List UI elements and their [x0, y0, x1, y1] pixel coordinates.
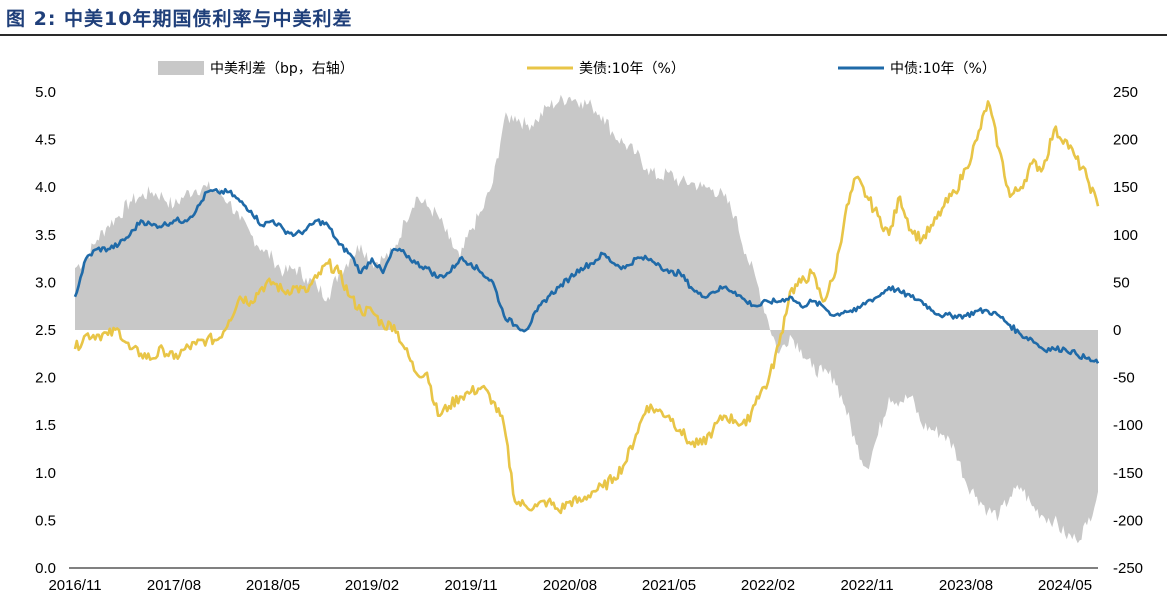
x-axis: 2016/11 2017/08 2018/05 2019/02 2019/11 2020/…: [48, 567, 1098, 594]
series-area-spread: [75, 94, 1098, 544]
y-right-tick-label: 0: [1113, 322, 1121, 339]
y-right-tick-label: 250: [1113, 84, 1138, 101]
y-right-tick-label: 50: [1113, 274, 1130, 291]
x-tick-label: 2019/11: [444, 577, 497, 594]
y-right-tick-label: -100: [1113, 417, 1143, 434]
y-right-tick-label: 100: [1113, 227, 1138, 244]
y-right-tick-label: -150: [1113, 465, 1143, 482]
line-series-group: [73, 100, 1100, 515]
title-divider: [0, 34, 1167, 36]
y-right-tick-label: -50: [1113, 370, 1135, 387]
legend-label-cn10y: 中债:10年（%）: [890, 61, 996, 77]
series-line-cn10y: [73, 187, 1100, 364]
y-left-tick-label: 4.0: [35, 179, 56, 196]
y-left-tick-label: 1.5: [35, 417, 56, 434]
y-axis-right: -250 -200 -150 -100 -50 0 50 100 150 200 250: [1113, 84, 1143, 577]
y-axis-left: 0.0 0.5 1.0 1.5 2.0 2.5 3.0 3.5 4.0 4.5 5.0: [35, 84, 56, 577]
y-right-tick-label: 150: [1113, 179, 1138, 196]
series-line-us10y: [73, 100, 1100, 515]
x-tick-label: 2021/05: [642, 577, 696, 594]
y-right-tick-label: 200: [1113, 132, 1138, 149]
y-left-tick-label: 0.0: [35, 560, 56, 577]
y-left-tick-label: 4.5: [35, 132, 56, 149]
x-tick-label: 2024/05: [1038, 577, 1092, 594]
x-tick-label: 2019/02: [345, 577, 399, 594]
legend-label-spread: 中美利差（bp，右轴）: [210, 61, 354, 77]
y-right-tick-label: -200: [1113, 512, 1143, 529]
y-left-tick-label: 2.5: [35, 322, 56, 339]
spread-area-group: [75, 94, 1098, 544]
legend: 中美利差（bp，右轴） 美债:10年（%） 中债:10年（%）: [158, 61, 996, 77]
x-tick-label: 2017/08: [147, 577, 201, 594]
x-tick-label: 2020/08: [543, 577, 597, 594]
legend-label-us10y: 美债:10年（%）: [579, 61, 685, 77]
x-tick-label: 2016/11: [48, 577, 101, 594]
x-tick-label: 2018/05: [246, 577, 300, 594]
y-left-tick-label: 3.5: [35, 227, 56, 244]
x-tick-label: 2022/02: [741, 577, 795, 594]
figure-title: 图 2: 中美10年期国债利率与中美利差: [6, 8, 353, 30]
y-left-tick-label: 0.5: [35, 512, 56, 529]
x-tick-label: 2022/11: [840, 577, 893, 594]
legend-swatch-spread: [158, 61, 204, 75]
y-left-tick-label: 3.0: [35, 274, 56, 291]
y-right-tick-label: -250: [1113, 560, 1143, 577]
y-left-tick-label: 1.0: [35, 465, 56, 482]
y-left-tick-label: 5.0: [35, 84, 56, 101]
x-tick-label: 2023/08: [939, 577, 993, 594]
y-left-tick-label: 2.0: [35, 370, 56, 387]
